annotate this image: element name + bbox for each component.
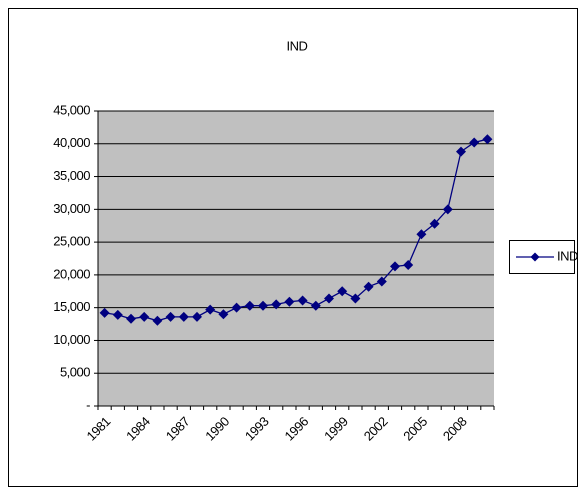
point — [416, 229, 427, 240]
legend-marker — [530, 252, 540, 262]
point — [139, 311, 150, 322]
point — [310, 300, 321, 311]
point — [126, 313, 136, 324]
point — [205, 304, 216, 315]
point — [376, 276, 387, 287]
point — [297, 295, 308, 306]
legend-label: IND — [557, 248, 578, 263]
chart-title: IND — [287, 38, 308, 53]
point — [442, 204, 453, 215]
point — [482, 134, 493, 145]
point — [469, 137, 480, 148]
point — [403, 260, 414, 271]
y-tick-label: 35,000 — [53, 168, 90, 183]
point — [165, 311, 176, 322]
point — [192, 311, 202, 322]
plot-area — [98, 111, 494, 406]
y-tick-label: 25,000 — [53, 234, 90, 249]
point — [284, 296, 295, 307]
point — [324, 293, 334, 304]
point — [390, 261, 400, 272]
point — [112, 309, 123, 320]
point — [152, 315, 163, 326]
point — [429, 218, 440, 229]
point — [178, 311, 189, 322]
point — [218, 309, 229, 320]
y-tick-label: 10,000 — [53, 332, 90, 347]
point — [258, 300, 268, 311]
point — [350, 293, 361, 304]
point — [99, 307, 110, 318]
y-tick-label: 30,000 — [53, 201, 90, 216]
y-tick-label: 5,000 — [60, 365, 90, 380]
point — [231, 302, 242, 313]
y-tick-label: 45,000 — [53, 102, 90, 117]
point — [456, 146, 466, 157]
point — [337, 286, 348, 297]
y-tick-label: 20,000 — [53, 266, 90, 281]
point — [363, 281, 374, 292]
legend-box — [509, 240, 575, 274]
point — [271, 299, 282, 310]
y-tick-label: 40,000 — [53, 135, 90, 150]
y-tick-label: - — [86, 397, 90, 412]
point — [244, 300, 255, 311]
y-tick-label: 15,000 — [53, 299, 90, 314]
